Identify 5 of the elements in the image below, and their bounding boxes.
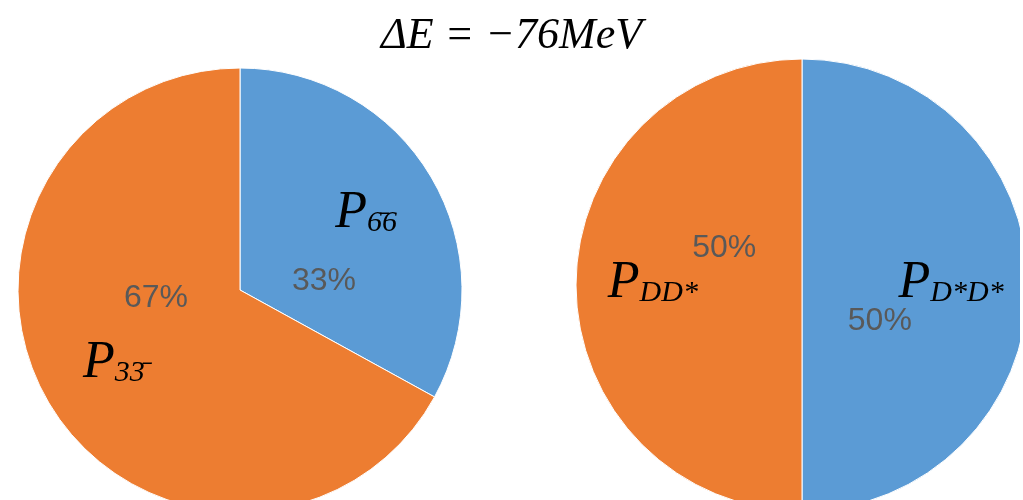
slice-label: P$_{33̄}$ xyxy=(82,330,153,388)
data-label: 67% xyxy=(124,277,189,314)
slice-label: P$_{6̄6}$ xyxy=(334,181,397,239)
data-label: 33% xyxy=(291,261,356,298)
chart-title: ΔE = −76MeV xyxy=(378,8,648,59)
